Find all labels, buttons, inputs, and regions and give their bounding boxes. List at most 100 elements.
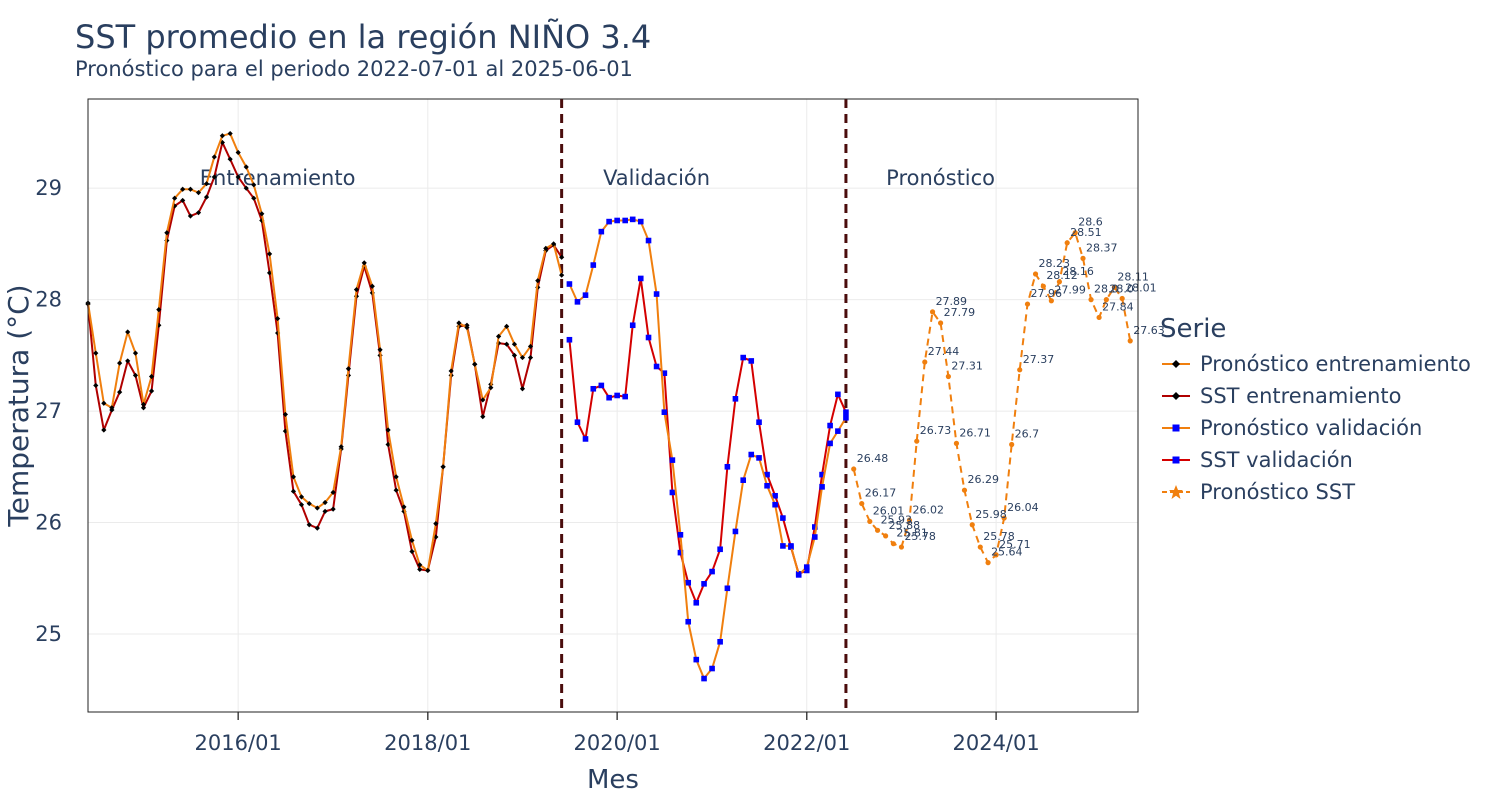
data-point (275, 315, 281, 322)
legend-item[interactable]: SST entrenamiento (1160, 380, 1471, 412)
data-point (677, 531, 684, 538)
data-point (629, 322, 636, 329)
data-label: 26.73 (920, 424, 952, 437)
data-point (756, 455, 762, 461)
data-point (645, 334, 652, 341)
data-point (480, 414, 486, 420)
legend-item[interactable]: SST validación (1160, 444, 1471, 476)
data-point (187, 186, 194, 192)
data-point (637, 218, 644, 225)
plot-border (87, 98, 1139, 713)
data-point (756, 419, 762, 426)
data-point (1111, 284, 1117, 290)
data-point (835, 391, 841, 398)
data-point (685, 579, 692, 586)
data-point (338, 444, 344, 450)
data-point (701, 581, 707, 587)
data-label: 28.51 (1070, 226, 1102, 239)
data-point (425, 567, 431, 574)
data-label: 26.01 (873, 504, 905, 517)
data-point (117, 360, 123, 366)
series-2 (566, 216, 849, 682)
data-point (1080, 255, 1086, 261)
data-point (227, 130, 233, 137)
data-point (330, 506, 336, 512)
data-point (203, 194, 210, 200)
data-point (369, 283, 375, 289)
data-point (148, 388, 155, 394)
data-label: 27.37 (1023, 353, 1055, 366)
data-label: 27.79 (944, 306, 976, 319)
data-point (227, 156, 233, 162)
data-point (259, 211, 265, 217)
legend-swatch (1162, 424, 1190, 432)
data-point (1032, 271, 1039, 277)
data-point (661, 409, 668, 415)
data-point (788, 543, 794, 549)
data-point (1001, 515, 1007, 521)
data-point (132, 350, 139, 356)
legend-item[interactable]: Pronóstico validación (1160, 412, 1471, 444)
data-point (314, 505, 320, 511)
data-point (1103, 297, 1109, 303)
axes: 25 26 27 28 29 2016/01 2018/01 2020/01 2022/01 20… (2, 98, 1139, 795)
legend-title: Serie (1160, 314, 1227, 344)
data-point (1024, 301, 1031, 307)
data-point (330, 489, 336, 496)
data-point (480, 397, 486, 403)
data-point (211, 154, 217, 160)
data-point (653, 363, 660, 370)
data-point (780, 543, 786, 549)
data-point (574, 419, 581, 426)
data-point (843, 409, 849, 415)
data-point (1056, 279, 1063, 285)
data-point (504, 341, 510, 347)
data-label: 25.88 (889, 519, 921, 532)
y-tick-label: 29 (35, 176, 62, 200)
data-point (598, 382, 605, 389)
data-point (566, 281, 573, 287)
data-point (409, 537, 415, 543)
data-point (764, 482, 770, 489)
data-point (543, 245, 549, 251)
data-point (156, 307, 162, 313)
data-point (929, 309, 936, 315)
data-point (511, 352, 518, 358)
data-label: 28.11 (1117, 270, 1149, 283)
data-point (195, 190, 202, 196)
data-point (1048, 298, 1054, 304)
data-point (859, 500, 865, 507)
data-point (140, 405, 147, 411)
x-axis-label: Mes (587, 765, 639, 795)
data-point (251, 195, 257, 201)
data-point (780, 515, 786, 521)
data-point (574, 299, 581, 305)
data-label: 28.37 (1086, 241, 1118, 254)
data-point (1088, 297, 1094, 303)
data-point (772, 501, 778, 508)
data-point (519, 354, 526, 361)
data-point (812, 524, 818, 530)
data-point (195, 210, 202, 216)
data-point (1127, 338, 1133, 344)
data-point (724, 585, 731, 592)
data-point (803, 564, 810, 570)
legend-label: Pronóstico entrenamiento (1200, 352, 1471, 376)
data-point (235, 149, 241, 156)
data-point (977, 544, 983, 550)
data-point (266, 251, 273, 257)
data-label: 25.64 (991, 546, 1023, 559)
data-point (132, 372, 139, 379)
data-point (172, 195, 178, 201)
data-point (164, 230, 170, 236)
x-tick-label: 2018/01 (384, 731, 471, 755)
chart-title: SST promedio en la región NIÑO 3.4 (75, 18, 652, 56)
data-label: 25.78 (904, 530, 936, 543)
data-point (322, 508, 328, 514)
data-point (101, 427, 107, 433)
data-point (433, 521, 439, 527)
data-point (614, 217, 620, 224)
legend-item[interactable]: Pronóstico entrenamiento (1160, 348, 1471, 380)
legend-item[interactable]: Pronóstico SST (1160, 476, 1471, 508)
data-point (717, 638, 723, 645)
